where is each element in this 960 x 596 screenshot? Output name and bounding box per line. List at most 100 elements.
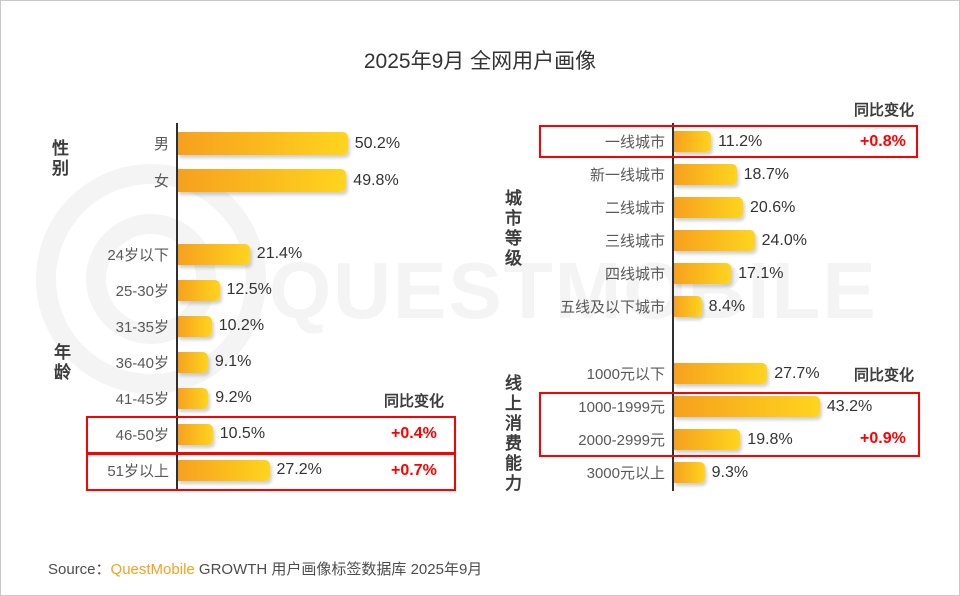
value-label: 27.2% [276, 461, 322, 478]
bar [177, 132, 348, 155]
yoy-header-city: 同比变化 [854, 102, 915, 119]
bar [177, 243, 250, 265]
category-label: 五线及以下城市 [559, 299, 665, 316]
bar-row: 2000-2999元 19.8% [497, 423, 959, 456]
category-label: 1000-1999元 [578, 399, 665, 416]
category-label: 一线城市 [604, 134, 665, 151]
bar-row: 一线城市 11.2% [497, 125, 959, 158]
category-label: 41-45岁 [115, 390, 169, 408]
yoy-header-age: 同比变化 [384, 393, 445, 410]
bar-row: 51岁以上 27.2% [1, 452, 471, 488]
source-prefix: Source： [48, 561, 111, 578]
bar [673, 131, 712, 152]
bar [177, 459, 270, 481]
category-label: 31-35岁 [115, 318, 169, 336]
section-label-age: 年龄 [51, 343, 70, 383]
bar-row: 五线及以下城市 8.4% [497, 290, 959, 323]
bar [673, 164, 737, 185]
category-label: 1000元以下 [586, 366, 665, 383]
category-label: 36-40岁 [115, 354, 169, 372]
bar-row: 31-35岁 10.2% [1, 308, 471, 344]
bar [177, 351, 208, 373]
bar [177, 169, 347, 192]
bar [177, 279, 220, 301]
value-label: 19.8% [747, 430, 793, 448]
bar-row: 46-50岁 10.5% [1, 416, 471, 452]
value-label: 17.1% [738, 264, 784, 282]
category-label: 三线城市 [604, 233, 665, 250]
category-label: 3000元以上 [586, 465, 665, 482]
yoy-value-age-46-50: +0.4% [391, 425, 437, 442]
source-line: Source：QuestMobile GROWTH 用户画像标签数据库 2025… [48, 558, 482, 579]
value-label: 24.0% [761, 231, 807, 249]
highlight-box-city-tier1 [539, 125, 918, 158]
bar-row: 1000-1999元 43.2% [497, 390, 959, 423]
bar [673, 197, 743, 218]
bar [673, 263, 732, 284]
section-label-consumption: 线上消费能力 [502, 374, 521, 494]
value-label: 10.5% [219, 425, 266, 442]
category-label: 24岁以下 [107, 246, 169, 264]
bar-row: 女 49.8% [1, 162, 471, 199]
value-label: 20.6% [750, 198, 796, 216]
highlight-box-age-51plus [86, 453, 456, 491]
category-label: 2000-2999元 [578, 432, 665, 449]
value-label: 12.5% [226, 281, 272, 298]
category-label: 女 [153, 173, 169, 190]
bar-row: 1000元以下 27.7% [497, 357, 959, 390]
value-label: 49.8% [353, 171, 399, 189]
value-label: 18.7% [743, 165, 789, 183]
page-title: 2025年9月 全网用户画像 [363, 50, 597, 73]
yoy-value-consumption: +0.9% [860, 430, 906, 447]
value-label: 27.7% [774, 364, 820, 382]
bar [673, 462, 705, 483]
bar [177, 387, 209, 409]
yoy-header-consumption: 同比变化 [854, 367, 915, 384]
category-label: 新一线城市 [589, 167, 665, 184]
bar [177, 423, 213, 445]
gender-chart: 男 50.2% 女 49.8% [1, 125, 471, 199]
bar-row: 新一线城市 18.7% [497, 158, 959, 191]
value-label: 9.2% [215, 389, 252, 406]
value-label: 10.2% [218, 317, 265, 334]
value-label: 11.2% [718, 132, 763, 150]
category-label: 51岁以上 [107, 462, 169, 480]
category-label: 四线城市 [604, 266, 665, 283]
category-label: 二线城市 [604, 200, 665, 217]
age-chart: 24岁以下 21.4% 25-30岁 12.5% 31-35岁 10.2% 36… [1, 236, 471, 488]
bar [673, 363, 768, 384]
bar [673, 429, 741, 450]
watermark-text: QUESTMOBILE [269, 246, 878, 335]
bar-row: 36-40岁 9.1% [1, 344, 471, 380]
bar [673, 396, 820, 417]
bar-row: 24岁以下 21.4% [1, 236, 471, 272]
category-label: 男 [153, 136, 169, 153]
bar-row: 25-30岁 12.5% [1, 272, 471, 308]
bar-row: 二线城市 20.6% [497, 191, 959, 224]
section-label-city-tier: 城市等级 [502, 189, 521, 269]
bar-row: 男 50.2% [1, 125, 471, 162]
left-chart-axis [176, 123, 178, 491]
source-brand: QuestMobile [110, 561, 195, 578]
value-label: 8.4% [708, 297, 746, 315]
bar [673, 296, 702, 317]
city-tier-chart: 一线城市 11.2% 新一线城市 18.7% 二线城市 20.6% 三线城市 2… [497, 125, 959, 323]
value-label: 21.4% [256, 245, 303, 262]
value-label: 9.3% [711, 463, 749, 481]
value-label: 9.1% [214, 353, 252, 370]
bar-row: 三线城市 24.0% [497, 224, 959, 257]
bar-row: 3000元以上 9.3% [497, 456, 959, 489]
value-label: 50.2% [354, 134, 401, 152]
yoy-value-city-tier1: +0.8% [860, 133, 906, 150]
category-label: 46-50岁 [115, 426, 169, 444]
yoy-value-age-51plus: +0.7% [391, 462, 437, 479]
highlight-box-consumption-1000-2999 [539, 392, 920, 457]
bar [673, 230, 755, 251]
source-suffix: GROWTH 用户画像标签数据库 2025年9月 [194, 561, 483, 578]
online-consumption-chart: 1000元以下 27.7% 1000-1999元 43.2% 2000-2999… [497, 357, 959, 489]
right-chart-axis [672, 123, 674, 491]
bar-row: 41-45岁 9.2% [1, 380, 471, 416]
bar-row: 四线城市 17.1% [497, 257, 959, 290]
bar [177, 315, 212, 337]
